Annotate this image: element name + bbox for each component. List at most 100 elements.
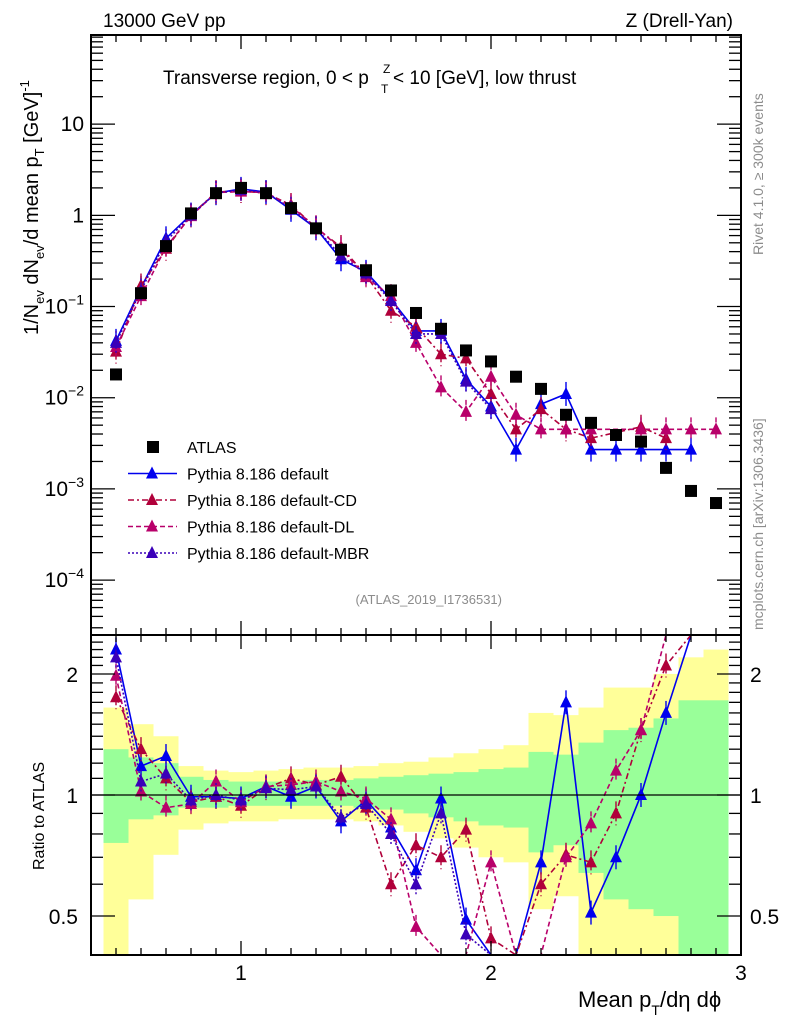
- ratio-series-line: [115, 634, 692, 957]
- green-band-bin: [103, 749, 129, 843]
- atlas-data-point: [285, 202, 297, 215]
- legend-label: ATLAS: [187, 440, 237, 457]
- ratio-y-tick-label: 0.5: [49, 906, 78, 929]
- ratio-y-tick-label-right: 1: [750, 785, 762, 808]
- ratio-data-point: [335, 784, 347, 797]
- ratio-data-point: [410, 838, 422, 851]
- atlas-data-point: [610, 429, 622, 442]
- plot-title-part2: < 10 [GeV], low thrust: [393, 68, 577, 89]
- ratio-data-point: [285, 782, 297, 795]
- x-tick-label: 2: [485, 962, 497, 985]
- atlas-data-point: [510, 370, 522, 383]
- legend-label: Pythia 8.186 default-DL: [187, 520, 354, 537]
- plot-title: Transverse region, 0 < p Z T < 10 [GeV],…: [163, 62, 577, 96]
- main-data-point: [435, 347, 447, 360]
- ratio-data-point: [485, 855, 497, 868]
- main-data-point: [410, 326, 422, 339]
- main-data-point: [610, 442, 622, 455]
- atlas-data-point: [260, 187, 272, 200]
- tick-labels: 1 2 3 10 1 10−1 10−2 10−3 10−4 0.5 0.5 1 1 2 2: [45, 113, 780, 985]
- x-axis-label: Mean pT/dη dϕ: [578, 987, 721, 1018]
- main-data-point: [460, 351, 472, 364]
- main-data-point: [635, 442, 647, 455]
- ratio-data-point: [435, 850, 447, 863]
- legend-marker-triangle: [146, 466, 158, 479]
- main-y-tick-label: 10: [61, 113, 84, 136]
- ratio-data-point: [135, 774, 147, 787]
- ratio-data-point: [460, 927, 472, 940]
- ratio-data-point: [410, 877, 422, 890]
- main-data-point: [535, 422, 547, 435]
- ratio-data-point: [460, 822, 472, 835]
- legend-label: Pythia 8.186 default: [187, 467, 329, 484]
- legend-item: ATLAS: [147, 440, 237, 457]
- legend: ATLAS Pythia 8.186 default Pythia 8.186 de…: [128, 440, 369, 563]
- plot-title-part1: Transverse region, 0 < p: [163, 68, 369, 89]
- green-band-bin: [678, 700, 704, 955]
- main-data-point: [510, 442, 522, 455]
- ratio-data-point: [160, 749, 172, 762]
- mcplots-label: mcplots.cern.ch [arXiv:1306.3436]: [750, 418, 766, 630]
- main-data-point: [685, 442, 697, 455]
- main-data-point: [660, 442, 672, 455]
- ratio-data-point: [460, 912, 472, 925]
- main-data-point: [385, 293, 397, 306]
- ratio-data-point: [335, 769, 347, 782]
- analysis-label: (ATLAS_2019_I1736531): [356, 592, 502, 607]
- main-data-point: [510, 407, 522, 420]
- ratio-data-point: [585, 855, 597, 868]
- atlas-data-point: [535, 382, 547, 395]
- main-data-point: [485, 402, 497, 415]
- atlas-data-point: [410, 306, 422, 319]
- ratio-data-point: [660, 705, 672, 718]
- main-data-point: [410, 319, 422, 332]
- ratio-data-point: [535, 855, 547, 868]
- x-tick-label: 3: [735, 962, 747, 985]
- main-y-tick-label: 10−2: [45, 383, 85, 410]
- green-band-bin: [503, 767, 529, 828]
- ratio-data-point: [410, 919, 422, 932]
- atlas-data-point: [235, 181, 247, 194]
- ratio-data-point: [260, 781, 272, 794]
- main-data-point: [510, 422, 522, 435]
- legend-item: Pythia 8.186 default-DL: [128, 519, 354, 537]
- green-band-bin: [553, 754, 579, 846]
- ratio-uncertainty-bands: [103, 649, 729, 955]
- main-data-point: [585, 442, 597, 455]
- legend-item: Pythia 8.186 default: [128, 466, 329, 484]
- main-y-tick-label: 10−1: [45, 292, 85, 319]
- legend-marker-triangle: [146, 493, 158, 505]
- legend-marker-triangle: [146, 546, 158, 558]
- main-data-point: [485, 369, 497, 382]
- ratio-data-point: [585, 905, 597, 918]
- x-tick-label: 1: [235, 962, 247, 985]
- atlas-data-point: [110, 368, 122, 381]
- atlas-data-point: [185, 207, 197, 220]
- main-y-axis-label: 1/Nev dNev/d mean pT [GeV]-1: [17, 80, 47, 335]
- plot-title-sup: Z: [383, 62, 390, 76]
- atlas-data-point: [435, 322, 447, 335]
- main-data-point: [110, 335, 122, 348]
- ratio-data-point: [110, 668, 122, 681]
- main-y-tick-label: 10−3: [45, 474, 85, 501]
- legend-item: Pythia 8.186 default-CD: [128, 493, 357, 510]
- legend-marker-triangle: [146, 519, 158, 532]
- atlas-data-point: [585, 416, 597, 429]
- green-band-bin: [528, 751, 554, 853]
- x-axis-label-text: Mean pT/dη dϕ: [578, 987, 721, 1018]
- green-band-bin: [478, 769, 504, 826]
- ratio-y-tick-label: 1: [66, 785, 78, 808]
- main-data-point: [485, 386, 497, 399]
- main-data-point: [685, 422, 697, 435]
- atlas-data-point: [135, 287, 147, 300]
- atlas-data-point: [210, 187, 222, 200]
- ratio-data-point: [110, 642, 122, 655]
- main-series-line: [115, 189, 492, 410]
- green-band-bin: [653, 718, 679, 917]
- main-data-point: [460, 374, 472, 387]
- main-plot-series: [110, 176, 722, 510]
- ratio-data-point: [235, 793, 247, 806]
- legend-label: Pythia 8.186 default-MBR: [187, 546, 369, 563]
- ratio-data-point: [385, 877, 397, 890]
